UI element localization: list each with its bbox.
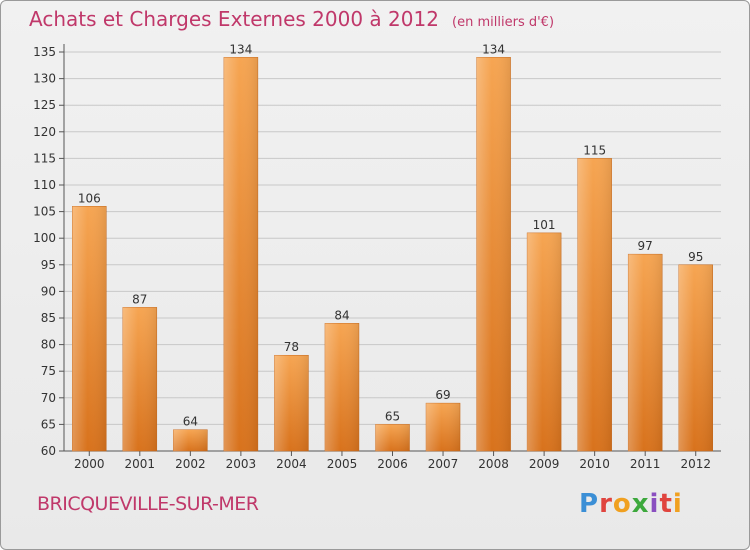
proxiti-logo: Proxiti bbox=[579, 489, 683, 519]
bar-shine-2012 bbox=[678, 264, 713, 451]
bar-value-label: 115 bbox=[583, 143, 606, 157]
grid-layer bbox=[64, 51, 721, 452]
y-tick-label: 115 bbox=[33, 151, 56, 165]
bar-shine-2004 bbox=[274, 355, 309, 451]
x-tick-label: 2004 bbox=[276, 457, 307, 471]
x-tick-label: 2012 bbox=[680, 457, 711, 471]
y-tick-label: 130 bbox=[33, 72, 56, 86]
bar-shine-2003 bbox=[223, 57, 258, 451]
bar-value-label: 134 bbox=[229, 42, 252, 56]
y-tick-label: 85 bbox=[41, 311, 56, 325]
bar-value-label: 84 bbox=[334, 308, 349, 322]
y-tick-label: 100 bbox=[33, 231, 56, 245]
bar-shine-2009 bbox=[527, 232, 562, 451]
bar-value-label: 106 bbox=[78, 191, 101, 205]
bar-layer bbox=[72, 57, 713, 452]
bar-shine-2006 bbox=[375, 424, 410, 451]
bar-value-label: 95 bbox=[688, 250, 703, 264]
y-tick-label: 60 bbox=[41, 444, 56, 458]
y-tick-label: 120 bbox=[33, 125, 56, 139]
x-tick-label: 2002 bbox=[175, 457, 206, 471]
bar-value-label: 69 bbox=[435, 388, 450, 402]
x-tick-label: 2003 bbox=[226, 457, 257, 471]
bar-value-label: 97 bbox=[638, 239, 653, 253]
x-tick-label: 2010 bbox=[579, 457, 610, 471]
bar-shine-2007 bbox=[426, 403, 461, 451]
y-tick-label: 80 bbox=[41, 338, 56, 352]
x-tick-label: 2001 bbox=[125, 457, 156, 471]
bar-value-label: 64 bbox=[183, 415, 198, 429]
bar-shine-2001 bbox=[122, 307, 157, 451]
x-tick-label: 2009 bbox=[529, 457, 560, 471]
place-name: BRICQUEVILLE-SUR-MER bbox=[37, 493, 259, 515]
bar-value-label: 101 bbox=[533, 218, 556, 232]
bar-value-label: 65 bbox=[385, 409, 400, 423]
chart-title: Achats et Charges Externes 2000 à 2012 bbox=[29, 7, 439, 31]
y-tick-label: 70 bbox=[41, 391, 56, 405]
x-tick-label: 2011 bbox=[630, 457, 661, 471]
x-tick-label: 2007 bbox=[428, 457, 459, 471]
bar-shine-2002 bbox=[173, 429, 208, 451]
y-tick-label: 90 bbox=[41, 284, 56, 298]
chart-subtitle: (en milliers d'€) bbox=[452, 15, 555, 30]
y-tick-label: 105 bbox=[33, 205, 56, 219]
title-line: Achats et Charges Externes 2000 à 2012 (… bbox=[29, 7, 554, 31]
bar-shine-2008 bbox=[476, 57, 511, 451]
y-tick-label: 135 bbox=[33, 45, 56, 59]
bar-value-label: 134 bbox=[482, 42, 505, 56]
x-tick-label: 2006 bbox=[377, 457, 408, 471]
bar-shine-2011 bbox=[628, 254, 663, 451]
y-tick-label: 65 bbox=[41, 417, 56, 431]
bar-shine-2010 bbox=[577, 158, 612, 451]
bar-value-label: 87 bbox=[132, 292, 147, 306]
axis-layer: 60 65 70 75 80 85 90 95 100 105 110 115 120 125 130 135… bbox=[33, 44, 721, 471]
bar-shine-2005 bbox=[324, 323, 359, 451]
label-layer: 106 87 64 134 78 84 65 69 134 101 115 97 95 bbox=[78, 42, 704, 428]
y-tick-label: 95 bbox=[41, 258, 56, 272]
y-tick-label: 75 bbox=[41, 364, 56, 378]
y-tick-label: 110 bbox=[33, 178, 56, 192]
x-tick-label: 2000 bbox=[74, 457, 105, 471]
bar-shine-2000 bbox=[72, 206, 107, 451]
x-tick-label: 2008 bbox=[478, 457, 509, 471]
bar-value-label: 78 bbox=[284, 340, 299, 354]
y-tick-label: 125 bbox=[33, 98, 56, 112]
x-tick-label: 2005 bbox=[327, 457, 358, 471]
